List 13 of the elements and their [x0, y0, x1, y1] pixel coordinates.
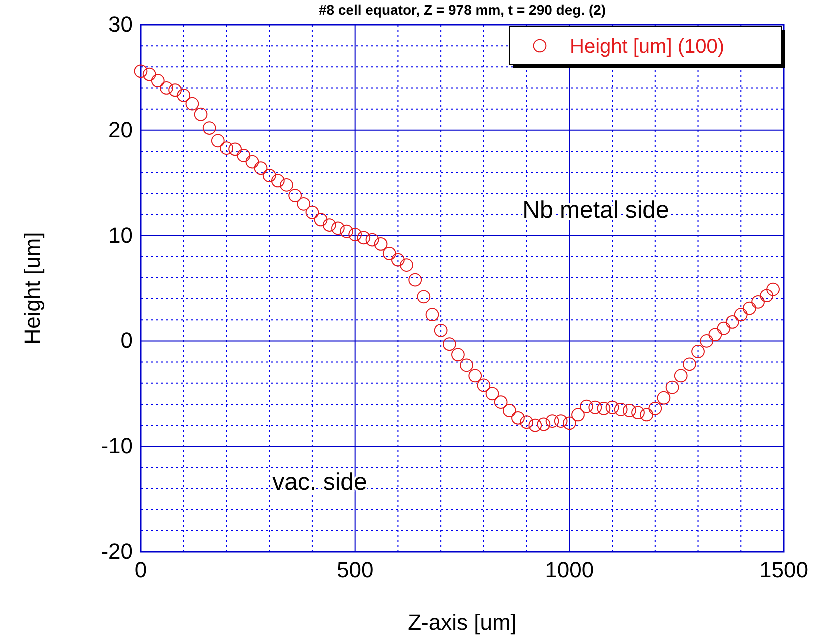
- y-tick-label: -20: [101, 539, 133, 564]
- y-tick-label: 0: [120, 328, 133, 354]
- x-tick-label: 1000: [545, 558, 594, 583]
- chart-title: #8 cell equator, Z = 978 mm, t = 290 deg. (2): [318, 2, 606, 18]
- y-axis-title: Height [um]: [20, 232, 45, 345]
- y-tick-label: 10: [108, 222, 133, 248]
- y-tick-label: 30: [108, 12, 133, 38]
- x-tick-label: 1500: [760, 558, 808, 583]
- y-tick-label: -10: [101, 434, 133, 459]
- x-axis-title: Z-axis [um]: [408, 610, 517, 635]
- legend-label: Height [um] (100): [570, 36, 725, 58]
- y-tick-label: 20: [108, 117, 133, 142]
- x-tick-label: 500: [336, 558, 374, 583]
